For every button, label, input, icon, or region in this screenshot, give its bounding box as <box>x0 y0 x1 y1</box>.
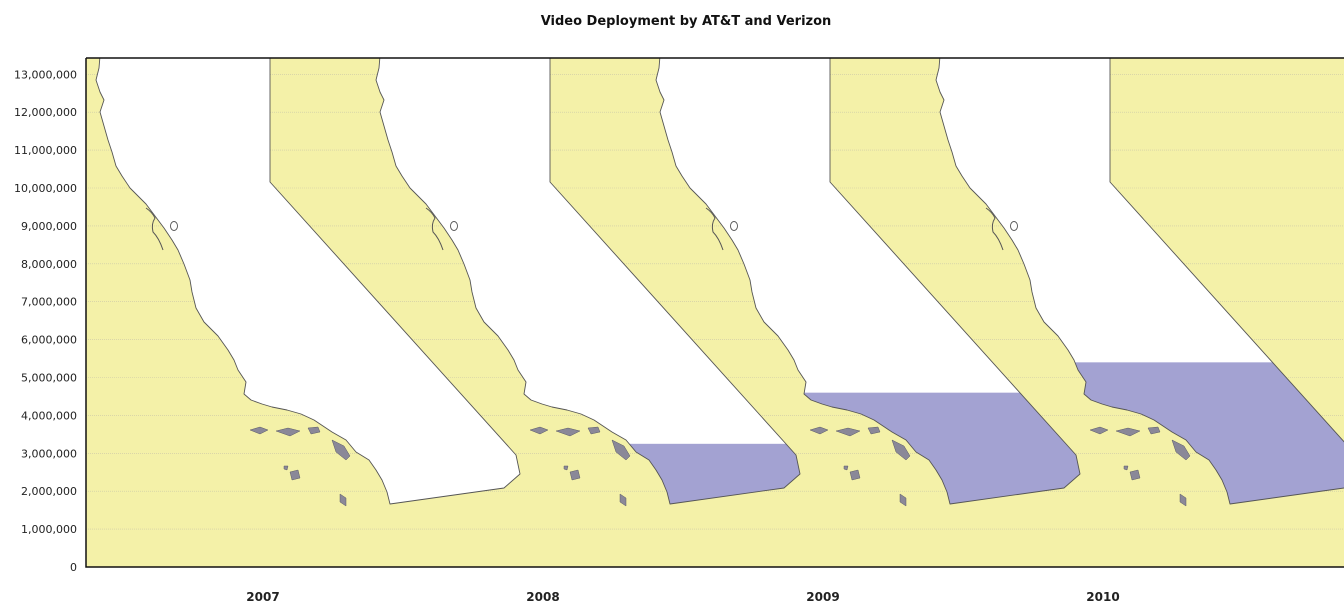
bay-outline <box>425 207 444 251</box>
bay-outline <box>145 207 164 251</box>
island <box>529 426 549 435</box>
island <box>587 426 601 435</box>
bay-outline <box>985 207 1004 251</box>
island <box>249 426 269 435</box>
x-tick-label: 2009 <box>806 590 839 604</box>
y-tick-label: 8,000,000 <box>21 258 77 271</box>
island <box>1115 427 1141 437</box>
island <box>307 426 321 435</box>
state-outline <box>655 58 1081 505</box>
y-tick-label: 10,000,000 <box>14 182 77 195</box>
y-tick-label: 7,000,000 <box>21 296 77 309</box>
island <box>843 465 849 471</box>
y-tick-label: 4,000,000 <box>21 409 77 422</box>
island <box>867 426 881 435</box>
island <box>331 439 351 461</box>
y-tick-label: 3,000,000 <box>21 447 77 460</box>
island <box>809 426 829 435</box>
x-tick-label: 2007 <box>246 590 279 604</box>
x-tick-label: 2010 <box>1086 590 1119 604</box>
island <box>899 493 907 507</box>
bay-outline <box>450 221 458 231</box>
y-axis-ticks: 0 1,000,000 2,000,000 3,000,000 4,000,000 5,0… <box>14 68 77 574</box>
y-tick-label: 13,000,000 <box>14 68 77 81</box>
x-axis-ticks: 2007 2008 2009 2010 <box>246 590 1119 604</box>
island <box>849 469 861 481</box>
island <box>563 465 569 471</box>
island <box>275 427 301 437</box>
island <box>1171 439 1191 461</box>
y-tick-label: 6,000,000 <box>21 334 77 347</box>
island <box>835 427 861 437</box>
island <box>611 439 631 461</box>
island <box>1147 426 1161 435</box>
state-outline <box>95 58 521 505</box>
state-shape <box>376 58 800 504</box>
bay-outline <box>170 221 178 231</box>
y-tick-label: 11,000,000 <box>14 144 77 157</box>
y-tick-label: 5,000,000 <box>21 372 77 385</box>
island <box>1179 493 1187 507</box>
bay-outline <box>705 207 724 251</box>
island <box>619 493 627 507</box>
island <box>339 493 347 507</box>
island <box>1129 469 1141 481</box>
y-tick-label: 0 <box>70 561 77 574</box>
y-tick-label: 1,000,000 <box>21 523 77 536</box>
state-outline <box>375 58 801 505</box>
state-shape <box>656 58 1080 504</box>
bay-outline <box>730 221 738 231</box>
y-tick-label: 9,000,000 <box>21 220 77 233</box>
chart-title: Video Deployment by AT&T and Verizon <box>541 14 832 29</box>
y-tick-label: 2,000,000 <box>21 485 77 498</box>
island <box>1123 465 1129 471</box>
plot-frame <box>85 57 1344 568</box>
island <box>555 427 581 437</box>
state-outline <box>935 58 1344 505</box>
island <box>283 465 289 471</box>
map-panel-2007 <box>95 58 521 507</box>
island <box>569 469 581 481</box>
x-tick-label: 2008 <box>526 590 559 604</box>
island <box>891 439 911 461</box>
island <box>289 469 301 481</box>
y-tick-label: 12,000,000 <box>14 106 77 119</box>
island <box>1089 426 1109 435</box>
bay-outline <box>1010 221 1018 231</box>
state-shape <box>96 58 520 504</box>
